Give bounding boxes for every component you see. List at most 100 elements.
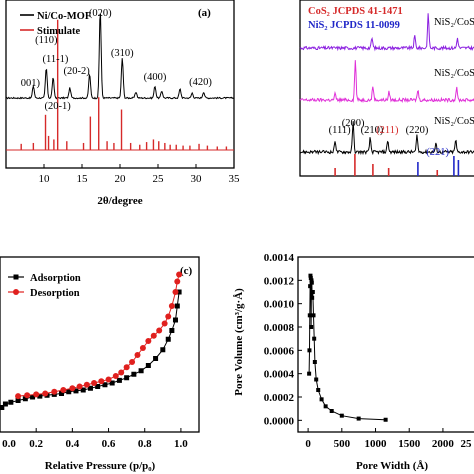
- panel-d-x-ticks: 0 500 1000 1500 2000 25: [305, 428, 472, 450]
- panel-d-y-axis-title: Pore Volume (cm³/g·Å): [233, 288, 245, 396]
- peak-label: (110): [35, 35, 58, 46]
- desorption-point: [165, 313, 172, 320]
- desorption-point: [156, 327, 163, 334]
- panel-c-x-axis-title: Relative Pressure (p/p₀): [45, 460, 156, 472]
- adsorption-point: [138, 368, 144, 374]
- pore-point: [309, 278, 314, 283]
- adsorption-point: [165, 336, 171, 342]
- desorption-point: [150, 332, 157, 339]
- x-tick-label: 0.2: [29, 438, 43, 450]
- panel-c-legend: Adsorption Desorption: [8, 273, 81, 299]
- desorption-point: [161, 320, 168, 327]
- adsorption-point: [87, 385, 93, 391]
- series-line-2: [299, 60, 474, 104]
- legend-marker-desorption: [13, 289, 19, 295]
- desorption-point: [24, 392, 31, 399]
- desorption-point: [123, 364, 130, 371]
- pore-point: [329, 409, 334, 413]
- panel-a-x-axis-title: 2θ/degree: [97, 195, 142, 207]
- pore-point: [308, 276, 313, 280]
- x-tick-label: 0: [305, 438, 311, 450]
- y-tick-label: 0.0002: [264, 392, 295, 404]
- x-tick-label: 1000: [365, 438, 388, 450]
- y-tick-label: 0.0006: [264, 345, 295, 357]
- adsorption-point: [153, 356, 159, 361]
- panel-c-label: (c): [180, 265, 193, 277]
- panel-a-label: (a): [198, 7, 211, 19]
- pore-point: [310, 295, 315, 300]
- pore-point: [307, 348, 312, 353]
- y-tick-label: 0.0004: [264, 369, 295, 381]
- panel-d-x-axis-title: Pore Width (Å): [356, 460, 428, 472]
- peak-label: 001): [21, 78, 41, 89]
- x-tick-label: 35: [229, 173, 241, 185]
- peak-label: (221): [426, 147, 449, 158]
- adsorption-point: [124, 375, 130, 381]
- adsorption-point: [8, 399, 14, 405]
- peak-label: (11-1): [42, 54, 68, 65]
- pore-point: [310, 290, 315, 294]
- adsorption-point: [15, 398, 21, 403]
- legend-label-adsorption: Adsorption: [30, 273, 81, 284]
- panel-c: (c) 0.0 0.2 0.4 0.6 0.8 1.0 Relative Pressure…: [0, 256, 200, 472]
- panel-b-reference-sticks: [334, 154, 460, 176]
- desorption-point: [60, 387, 67, 393]
- panel-d-frame: [297, 256, 474, 433]
- pore-point: [312, 336, 317, 341]
- adsorption-point: [172, 317, 178, 323]
- desorption-point: [42, 390, 49, 397]
- desorption-point: [69, 385, 76, 392]
- x-tick-label: 1500: [398, 438, 421, 450]
- desorption-point: [134, 352, 141, 358]
- y-tick-label: 0.0014: [264, 252, 295, 264]
- x-tick-label: 2000: [432, 438, 455, 450]
- panel-c-frame: [0, 256, 200, 433]
- pore-point: [356, 416, 361, 421]
- adsorption-point: [174, 303, 180, 309]
- y-tick-label: 0.0000: [264, 415, 295, 427]
- panel-d: 0.0000 0.0002 0.0004 0.0006 0.0008 0.0010 0.00…: [233, 252, 474, 472]
- x-tick-label: 0.8: [138, 438, 152, 450]
- adsorption-point: [160, 347, 166, 353]
- pore-point: [308, 273, 313, 278]
- adsorption-point: [66, 389, 72, 395]
- x-tick-label: 10: [39, 173, 51, 185]
- series-label-3: NiS₂/CoS: [434, 116, 474, 127]
- panel-a-x-ticks: 10 15 20 25 30 35: [39, 164, 241, 185]
- desorption-point: [176, 271, 183, 278]
- peak-label: (20-2): [64, 66, 91, 77]
- panel-c-series: [0, 271, 183, 410]
- peak-label: (210): [361, 125, 384, 136]
- x-tick-label: 1.0: [174, 438, 188, 450]
- adsorption-point: [109, 380, 115, 386]
- series-label-1: NiS₂/CoS: [434, 17, 474, 28]
- peak-label: (400): [144, 72, 167, 83]
- y-tick-label: 0.0012: [264, 275, 295, 287]
- legend-label-stimulate: Stimulate: [37, 26, 81, 37]
- legend-label-nis2: NiS₂ JCPDS 11-0099: [308, 20, 400, 31]
- x-tick-label: 0.6: [102, 438, 116, 450]
- x-tick-label: 0.4: [65, 438, 79, 450]
- pore-point: [316, 388, 321, 392]
- x-tick-label: 30: [191, 173, 203, 185]
- adsorption-point: [176, 289, 182, 295]
- panel-b-annotations: (111)(200)(210)(211) (220) (221): [329, 118, 450, 158]
- pore-point: [307, 371, 312, 376]
- adsorption-point: [169, 328, 175, 333]
- series-mof-line: [5, 13, 234, 100]
- pore-point: [319, 397, 324, 402]
- panel-b-frame: [299, 0, 474, 177]
- y-tick-label: 0.0008: [264, 322, 295, 334]
- desorption-point: [172, 289, 179, 295]
- adsorption-point: [95, 384, 101, 389]
- x-tick-label: 500: [334, 438, 351, 450]
- pore-point: [314, 377, 319, 382]
- peak-label: (111): [329, 125, 351, 136]
- pore-point: [309, 280, 314, 285]
- pore-point: [311, 313, 316, 318]
- adsorption-point: [131, 371, 137, 377]
- adsorption-point: [30, 394, 36, 400]
- desorption-point: [168, 303, 175, 309]
- desorption-point: [145, 338, 152, 344]
- panel-c-x-ticks: 0.0 0.2 0.4 0.6 0.8 1.0: [0, 428, 188, 450]
